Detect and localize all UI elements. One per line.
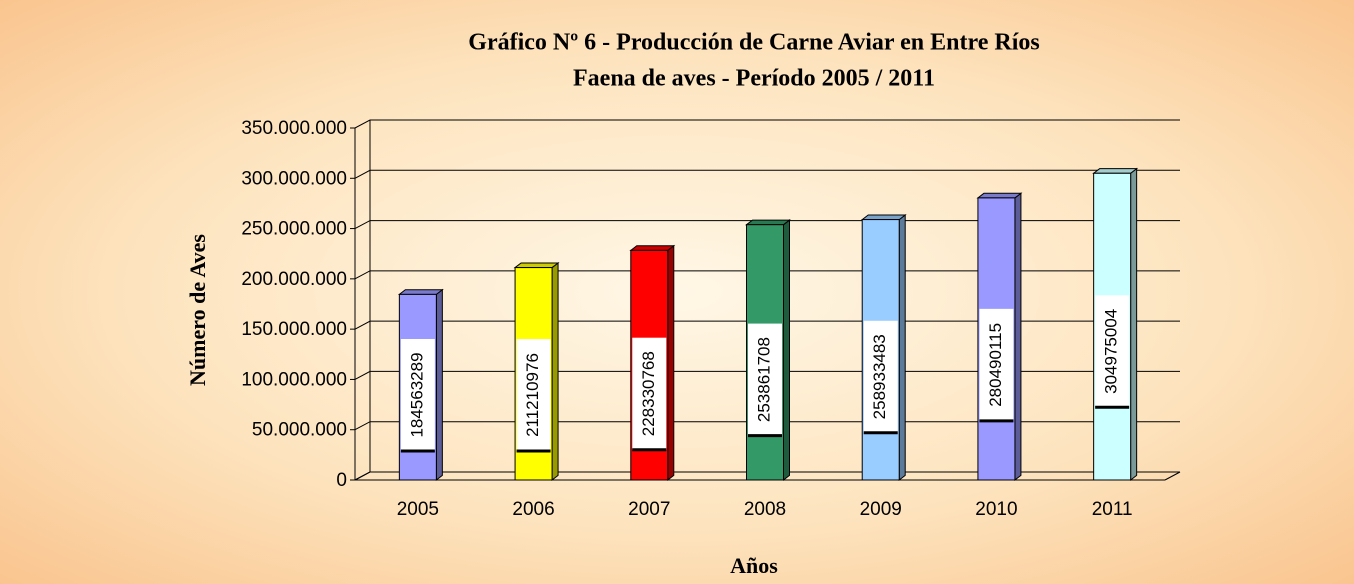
chart-title: Gráfico Nº 6 - Producción de Carne Aviar… xyxy=(468,30,1039,56)
bar-side xyxy=(435,288,443,482)
bar-side xyxy=(667,244,675,482)
value-label: 258933483 xyxy=(870,334,889,419)
bar-side xyxy=(1014,192,1022,482)
value-label-box xyxy=(748,323,782,436)
y-axis-title: Número de Aves xyxy=(185,234,210,386)
grid-line xyxy=(354,169,1180,179)
value-label-box xyxy=(632,337,667,450)
grid-line xyxy=(354,220,1180,230)
value-label-box xyxy=(1095,295,1130,408)
bar-side xyxy=(898,213,906,482)
y-tick-label: 0 xyxy=(336,470,347,491)
x-tick-label: 2007 xyxy=(628,499,670,520)
bar-top xyxy=(513,262,560,269)
value-label: 280490115 xyxy=(986,323,1005,407)
bar-side xyxy=(783,219,790,482)
grid-line xyxy=(354,471,1180,481)
y-tick-label: 150.000.000 xyxy=(241,319,347,340)
value-label: 184563289 xyxy=(407,352,426,437)
x-tick-label: 2009 xyxy=(860,499,902,520)
y-tick-label: 250.000.000 xyxy=(241,219,347,240)
y-tick-label: 100.000.000 xyxy=(241,369,347,390)
y-tick-label: 300.000.000 xyxy=(241,168,347,189)
floor-line xyxy=(1164,471,1181,481)
x-tick-label: 2005 xyxy=(397,499,439,520)
bar-top xyxy=(629,245,676,251)
bar-top xyxy=(860,214,907,221)
grid-line xyxy=(354,270,1180,280)
value-label: 228330768 xyxy=(639,351,658,436)
x-tick-label: 2006 xyxy=(512,499,554,520)
grid-line xyxy=(354,421,1180,431)
grid-line xyxy=(354,320,1180,330)
bar-top xyxy=(1092,168,1139,174)
x-tick-label: 2011 xyxy=(1092,499,1133,520)
value-label: 211210976 xyxy=(523,353,542,437)
y-tick-label: 200.000.000 xyxy=(241,269,347,290)
bar-top xyxy=(397,289,444,295)
value-label-box xyxy=(516,339,551,451)
x-tick-label: 2010 xyxy=(975,499,1017,520)
value-label-box xyxy=(400,339,435,451)
grid-line xyxy=(354,370,1180,380)
y-tick-label: 350.000.000 xyxy=(241,118,347,139)
value-label-box xyxy=(863,320,898,433)
x-axis-title: Años xyxy=(730,553,778,578)
bar-side xyxy=(1130,167,1138,482)
value-label-box xyxy=(979,308,1014,421)
bar-top xyxy=(745,219,791,226)
x-tick-label: 2008 xyxy=(744,499,786,520)
chart-subtitle: Faena de aves - Período 2005 / 2011 xyxy=(573,66,935,92)
bar-top xyxy=(976,192,1023,199)
value-label: 253861708 xyxy=(754,337,773,422)
y-tick-label: 50.000.000 xyxy=(252,420,347,441)
bar-side xyxy=(551,261,559,482)
value-label: 304975004 xyxy=(1102,309,1121,394)
grid-line xyxy=(354,119,1180,129)
